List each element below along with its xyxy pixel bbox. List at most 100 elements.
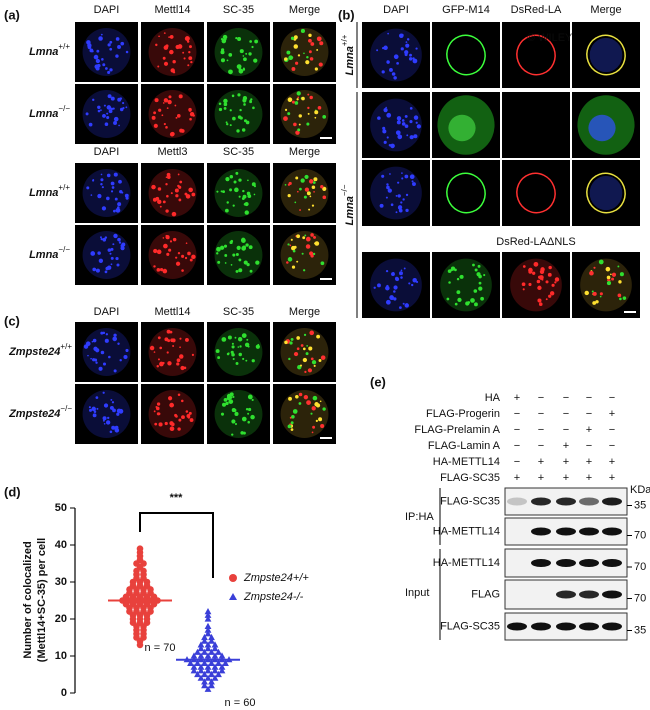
speckle [121, 242, 126, 247]
speckle [167, 99, 172, 105]
speckle [180, 399, 184, 403]
mw-marker: 70 [634, 592, 646, 604]
speckle [184, 36, 190, 41]
speckle [592, 301, 597, 305]
condition-sign: + [563, 472, 569, 484]
watermark: © WILEY [527, 32, 573, 44]
speckle [290, 428, 294, 431]
speckle [386, 185, 390, 190]
speckle [234, 422, 238, 426]
speckle [101, 58, 104, 61]
speckle [96, 49, 100, 53]
speckle [299, 187, 302, 191]
speckle [184, 192, 188, 196]
condition-sign: + [538, 472, 544, 484]
speckle [176, 358, 181, 363]
speckle [109, 68, 113, 72]
speckle [106, 115, 110, 120]
n-label: n = 70 [145, 642, 176, 654]
band [556, 527, 576, 536]
speckle [166, 175, 171, 179]
speckle [386, 183, 389, 186]
speckle [155, 405, 158, 409]
speckle [157, 251, 160, 254]
blot-label: FLAG [471, 588, 500, 600]
speckle [92, 98, 95, 102]
row-label: Lmna−/− [29, 104, 70, 120]
speckle [318, 62, 323, 67]
y-axis-label: (Mettl14+SC-35) per cell [36, 538, 48, 662]
data-point [222, 659, 229, 666]
gene: Lmna [29, 108, 58, 120]
speckle [231, 342, 234, 345]
mw-marker: 35 [634, 499, 646, 511]
column-header: DAPI [94, 146, 120, 158]
speckle [151, 115, 156, 120]
band [531, 622, 551, 631]
speckle [249, 269, 253, 273]
speckle [296, 336, 300, 340]
speckle [408, 282, 411, 285]
speckle [405, 43, 410, 48]
speckle [401, 177, 404, 180]
nucleus [589, 37, 623, 73]
significance-bracket [139, 512, 214, 578]
micrograph [502, 160, 570, 226]
speckle [104, 270, 108, 274]
speckle [304, 370, 307, 374]
speckle [314, 116, 317, 119]
micrograph [362, 160, 430, 226]
nucleus [82, 169, 131, 217]
speckle [291, 56, 294, 59]
speckle [386, 112, 392, 118]
speckle [241, 245, 247, 251]
speckle [165, 126, 168, 129]
nucleus [370, 258, 422, 312]
speckle [187, 251, 191, 256]
nucleus [214, 28, 263, 76]
speckle [289, 341, 293, 345]
speckle [88, 406, 91, 409]
speckle [393, 290, 396, 293]
speckle [87, 43, 92, 48]
speckle [179, 180, 183, 184]
speckle [319, 400, 322, 403]
speckle [521, 282, 526, 287]
data-point [208, 670, 215, 678]
speckle [617, 293, 622, 298]
speckle [316, 36, 322, 42]
speckle [304, 187, 310, 192]
speckle [483, 273, 486, 277]
speckle [154, 98, 159, 103]
speckle [478, 281, 482, 285]
speckle [118, 241, 122, 244]
speckle [182, 51, 185, 54]
speckle [113, 333, 117, 337]
gene: Lmna [29, 187, 58, 199]
genotype: −/− [60, 404, 72, 413]
speckle [189, 117, 192, 121]
speckle [389, 173, 391, 175]
speckle [303, 52, 305, 55]
speckle [157, 412, 161, 416]
speckle [308, 179, 314, 184]
speckle [300, 28, 305, 34]
speckle [95, 268, 100, 273]
speckle [290, 238, 293, 241]
speckle [229, 109, 232, 112]
speckle [106, 265, 112, 270]
band [579, 590, 599, 599]
band [602, 527, 622, 536]
speckle [107, 43, 111, 47]
speckle [298, 114, 302, 118]
speckle [177, 393, 181, 397]
row-label: Zmpste24+/+ [8, 342, 72, 358]
speckle [96, 407, 99, 410]
speckle [157, 199, 162, 205]
speckle [385, 299, 391, 305]
speckle [189, 258, 193, 262]
speckle [110, 96, 115, 101]
band [602, 590, 622, 599]
condition-sign: + [586, 456, 592, 468]
row-label: Lmna+/+ [29, 42, 70, 58]
